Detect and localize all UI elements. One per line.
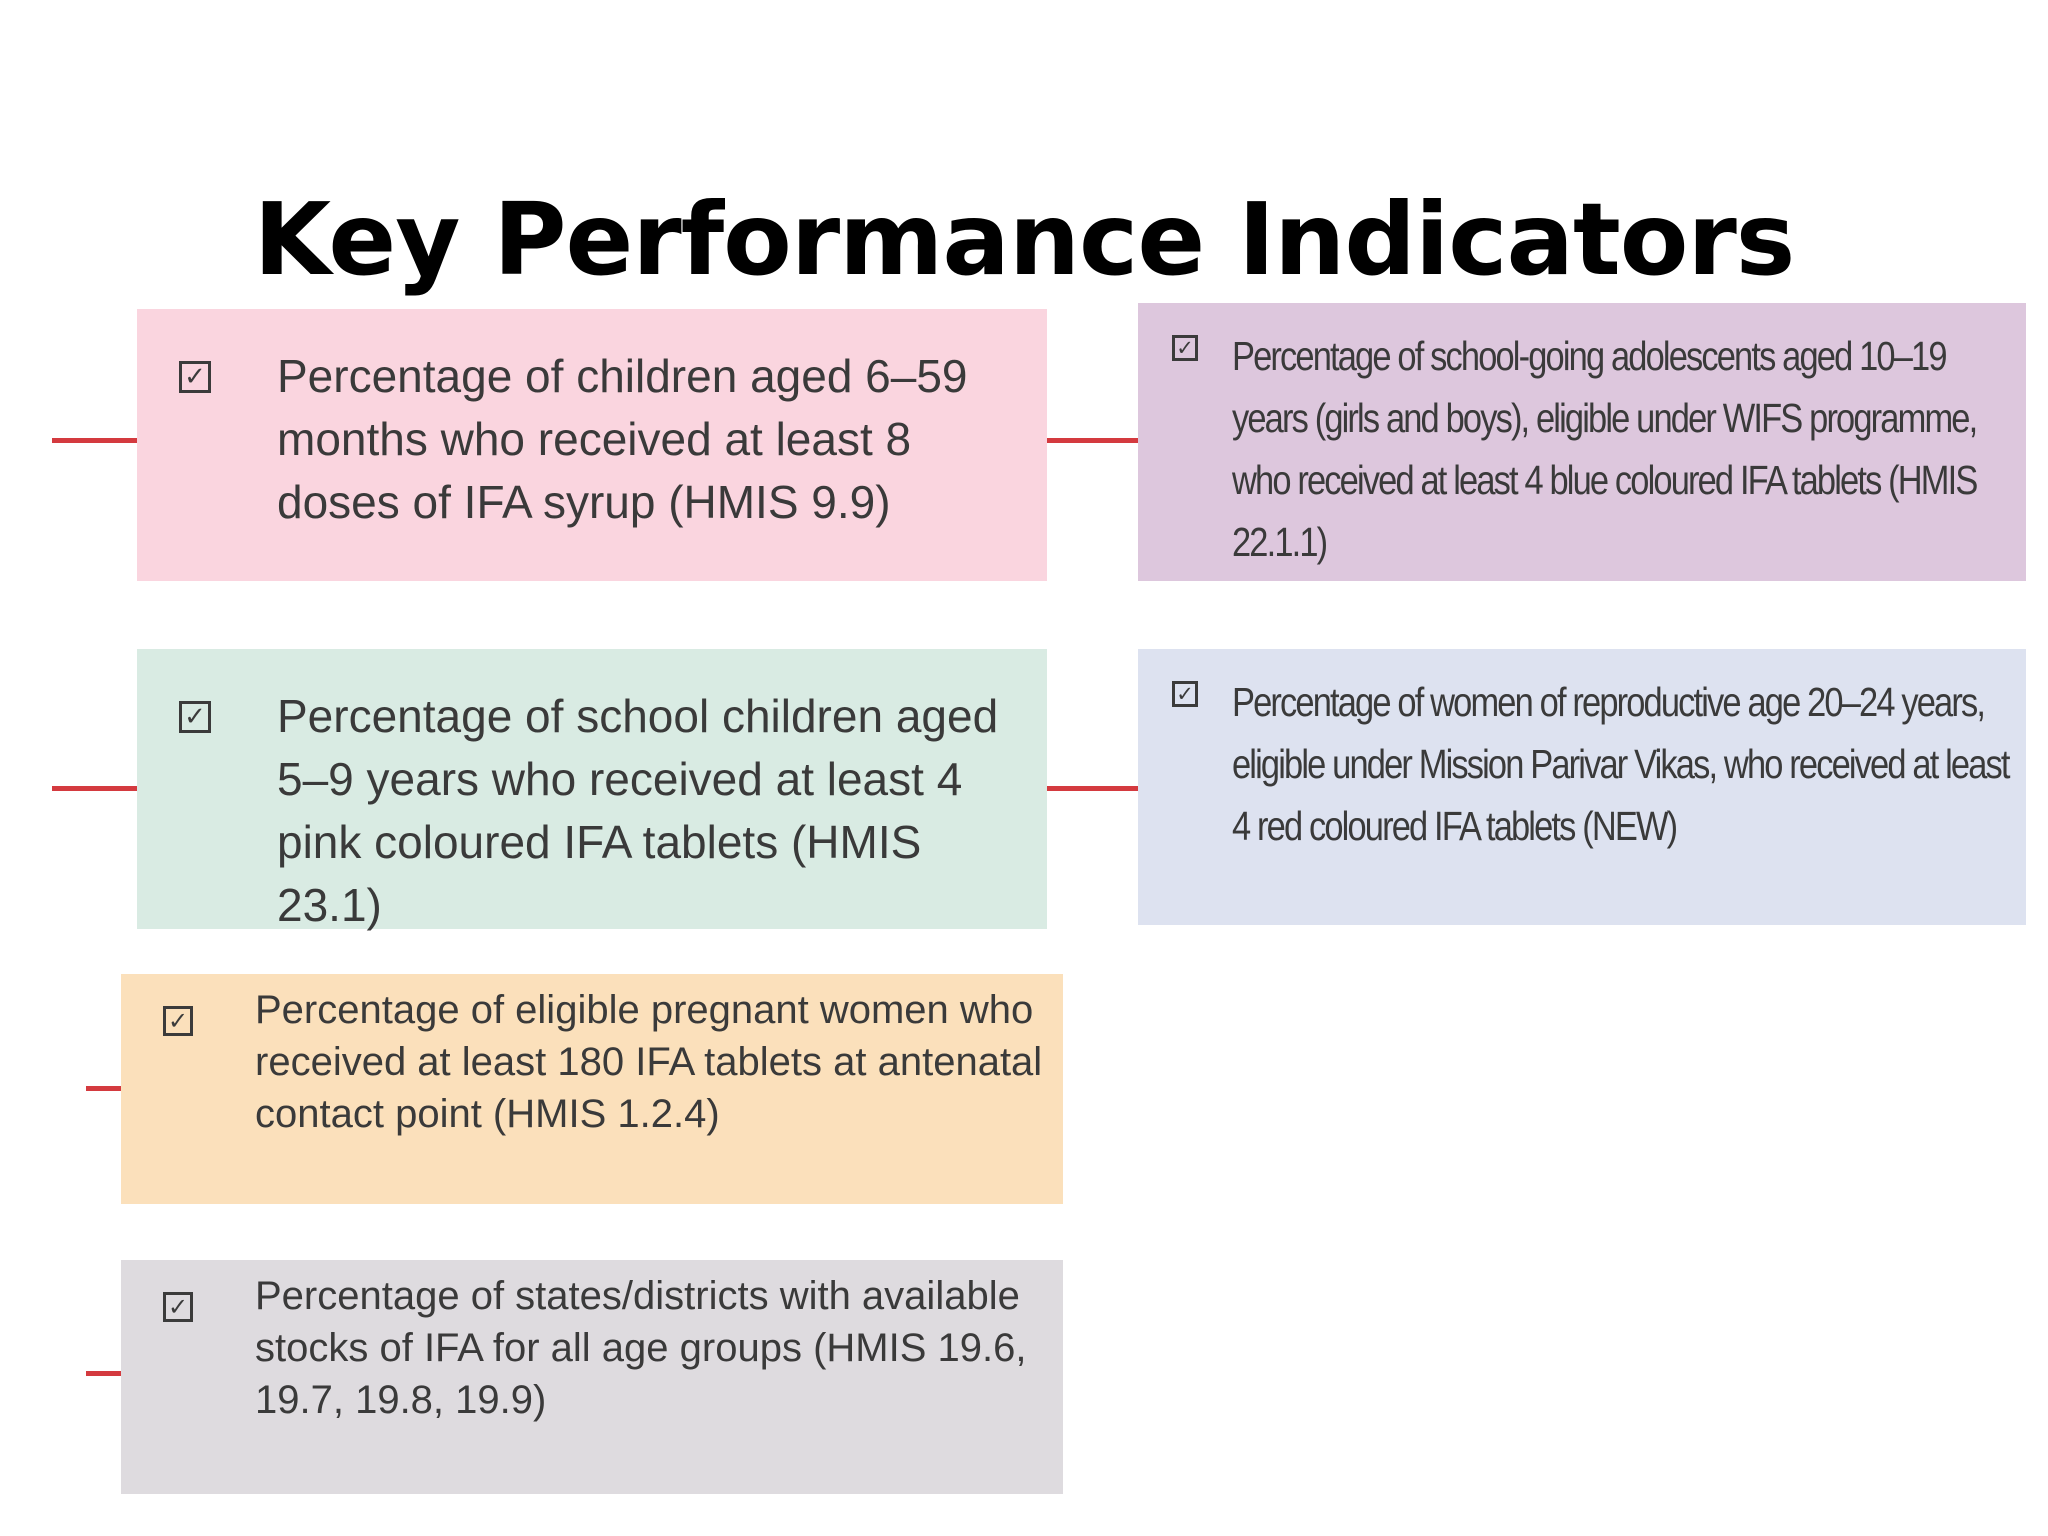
connector-line-4 <box>86 1371 121 1376</box>
connector-line-6 <box>1047 786 1138 791</box>
kpi-text: Percentage of school children aged 5–9 y… <box>277 690 999 931</box>
kpi-box-adolescents-10-19-years: ✓ Percentage of school-going adolescents… <box>1138 303 2026 581</box>
connector-line-3 <box>86 1086 121 1091</box>
connector-line-5 <box>1047 438 1138 443</box>
checkbox-checked-icon: ✓ <box>1172 681 1198 707</box>
checkbox-checked-icon: ✓ <box>179 701 211 733</box>
kpi-box-school-children-5-9-years: ✓ Percentage of school children aged 5–9… <box>137 649 1047 931</box>
checkbox-checked-icon: ✓ <box>163 1292 193 1322</box>
kpi-box-pregnant-women: ✓ Percentage of eligible pregnant women … <box>121 974 1063 1204</box>
page-title: Key Performance Indicators <box>253 181 1796 298</box>
kpi-text: Percentage of school-going adolescents a… <box>1232 333 1978 565</box>
kpi-text: Percentage of women of reproductive age … <box>1232 679 2010 849</box>
checkbox-checked-icon: ✓ <box>163 1006 193 1036</box>
kpi-box-children-6-59-months: ✓ Percentage of children aged 6–59 month… <box>137 309 1047 581</box>
kpi-box-ifa-stock-availability: ✓ Percentage of states/districts with av… <box>121 1260 1063 1494</box>
kpi-text: Percentage of children aged 6–59 months … <box>277 350 968 528</box>
connector-line-2 <box>52 786 137 791</box>
kpi-text: Percentage of states/districts with avai… <box>255 1274 1027 1422</box>
connector-line-1 <box>52 438 137 443</box>
checkbox-checked-icon: ✓ <box>1172 335 1198 361</box>
kpi-box-women-20-24-years: ✓ Percentage of women of reproductive ag… <box>1138 649 2026 925</box>
kpi-text: Percentage of eligible pregnant women wh… <box>255 988 1043 1136</box>
checkbox-checked-icon: ✓ <box>179 361 211 393</box>
